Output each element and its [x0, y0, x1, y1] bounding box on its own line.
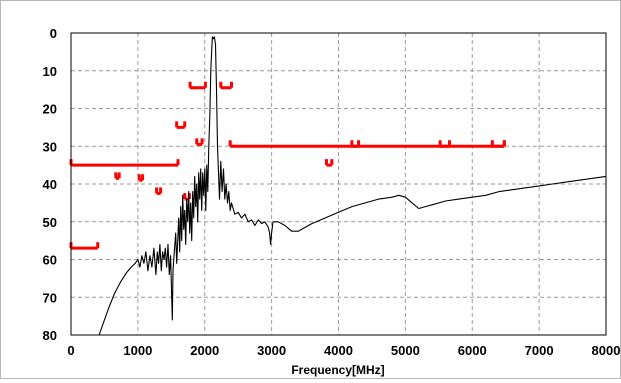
y-tick-label: 20 [43, 102, 57, 117]
x-tick-label: 6000 [458, 343, 487, 358]
mask-segment [195, 138, 204, 146]
mask-segment [324, 159, 334, 167]
y-tick-label: 10 [43, 64, 57, 79]
x-tick-label: 1000 [123, 343, 152, 358]
mask-segment [175, 121, 187, 129]
mask-segment [438, 140, 452, 148]
x-tick-label: 2000 [190, 343, 219, 358]
spectrum-series [98, 36, 607, 336]
x-tick-label: 3000 [257, 343, 286, 358]
x-tick-label: 4000 [324, 343, 353, 358]
x-axis-title: Frequency[MHz] [291, 363, 384, 377]
x-tick-label: 0 [67, 343, 74, 358]
y-tick-label: 50 [43, 215, 57, 230]
y-tick-label: 0 [50, 26, 57, 41]
spectrum-line [98, 36, 607, 336]
y-tick-label: 70 [43, 290, 57, 305]
mask-segment [350, 140, 361, 148]
plot-border [70, 32, 607, 336]
x-tick-label: 5000 [391, 343, 420, 358]
mask-segment [219, 81, 233, 90]
mask-segment [490, 140, 506, 148]
x-tick-label: 7000 [525, 343, 554, 358]
mask-segment [155, 187, 163, 195]
y-tick-label: 40 [43, 177, 57, 192]
y-tick-label: 80 [43, 328, 57, 343]
y-tick-label: 30 [43, 139, 57, 154]
mask-segment [114, 172, 121, 180]
mask-segment [137, 174, 145, 182]
mask-segment [188, 81, 207, 90]
y-tick-label: 60 [43, 253, 57, 268]
tick-labels: 0 1000 2000 3000 4000 5000 6000 7000 8000 0 10 20 30… [43, 26, 621, 358]
x-tick-label: 8000 [592, 343, 620, 358]
